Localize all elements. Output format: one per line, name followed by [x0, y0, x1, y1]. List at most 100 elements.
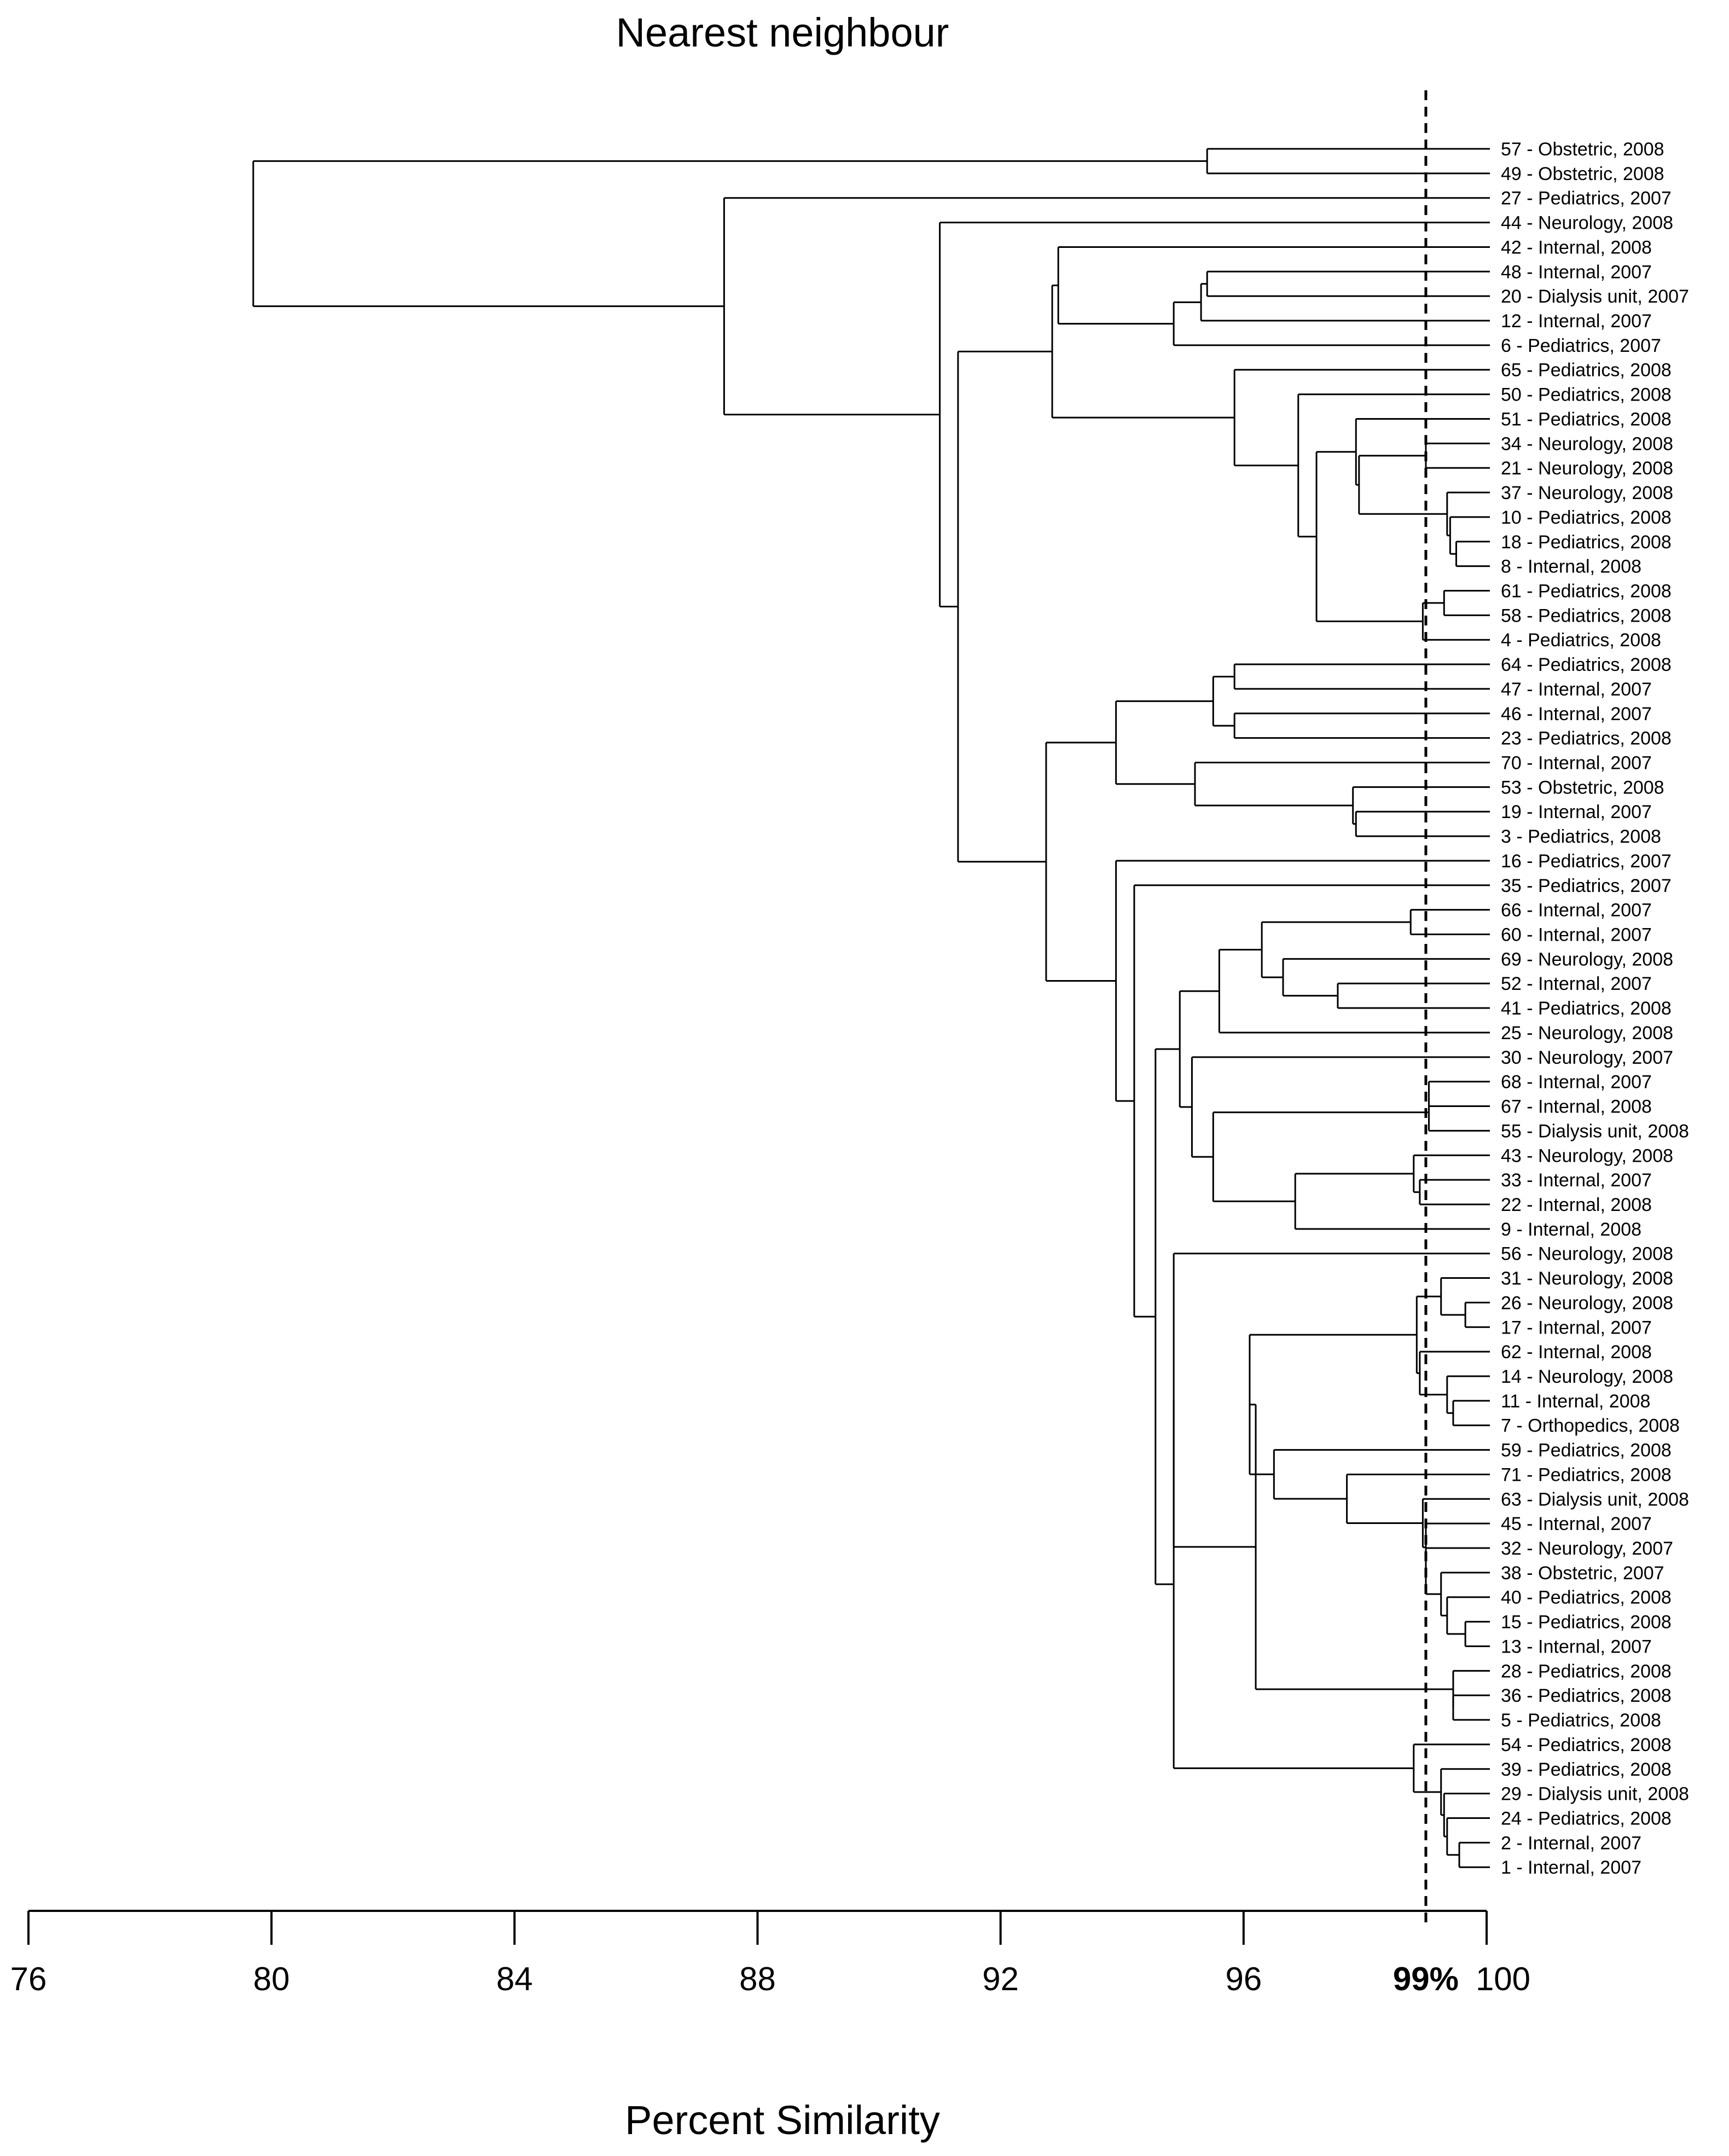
- leaf-label: 62 - Internal, 2008: [1501, 1342, 1652, 1363]
- leaf-label: 28 - Pediatrics, 2008: [1501, 1661, 1672, 1682]
- leaf-label: 59 - Pediatrics, 2008: [1501, 1440, 1672, 1461]
- leaf-label: 17 - Internal, 2007: [1501, 1317, 1652, 1338]
- merge-node: [1422, 602, 1490, 641]
- merge-node: [1464, 1621, 1490, 1647]
- leaf-label: 1 - Internal, 2007: [1501, 1857, 1641, 1878]
- leaf-label: 29 - Dialysis unit, 2008: [1501, 1784, 1689, 1805]
- leaf-label: 21 - Neurology, 2008: [1501, 458, 1673, 479]
- leaf-label: 49 - Obstetric, 2008: [1501, 164, 1664, 184]
- merge-node: [1337, 982, 1490, 1009]
- leaf-label: 51 - Pediatrics, 2008: [1501, 409, 1672, 430]
- leaf-label: 5 - Pediatrics, 2008: [1501, 1710, 1661, 1731]
- merge-node: [1425, 1547, 1490, 1595]
- leaf-label: 27 - Pediatrics, 2007: [1501, 188, 1672, 209]
- merge-node: [1233, 663, 1490, 690]
- leaf-label: 24 - Pediatrics, 2008: [1501, 1808, 1672, 1829]
- merge-node: [1446, 1596, 1490, 1635]
- leaf-label: 63 - Dialysis unit, 2008: [1501, 1489, 1689, 1510]
- leaf-label: 2 - Internal, 2007: [1501, 1833, 1641, 1853]
- merge-node: [1282, 958, 1490, 997]
- merge-node: [1419, 1179, 1490, 1205]
- chart-title: Nearest neighbour: [616, 10, 949, 55]
- leaf-label: 44 - Neurology, 2008: [1501, 213, 1673, 234]
- merge-node: [1443, 1793, 1490, 1838]
- merge-node: [1355, 418, 1490, 486]
- leaf-label: 41 - Pediatrics, 2008: [1501, 998, 1672, 1019]
- merge-node: [1154, 1048, 1180, 1585]
- merge-node: [1051, 285, 1235, 419]
- leaf-label: 38 - Obstetric, 2007: [1501, 1563, 1664, 1584]
- x-axis-label: Percent Similarity: [625, 2097, 940, 2143]
- leaf-label: 56 - Neurology, 2008: [1501, 1244, 1673, 1265]
- leaf-label: 43 - Neurology, 2008: [1501, 1145, 1673, 1166]
- leaf-label: 18 - Pediatrics, 2008: [1501, 532, 1672, 553]
- merge-node: [1443, 589, 1490, 616]
- merge-node: [1452, 1670, 1490, 1708]
- leaf-label: 61 - Pediatrics, 2008: [1501, 581, 1672, 601]
- leaf-label: 8 - Internal, 2008: [1501, 557, 1641, 577]
- merge-node: [1440, 1768, 1490, 1816]
- leaf-label: 32 - Neurology, 2007: [1501, 1538, 1673, 1559]
- leaf-label: 60 - Internal, 2007: [1501, 925, 1652, 946]
- merge-node: [1261, 921, 1411, 978]
- leaf-label: 7 - Orthopedics, 2008: [1501, 1416, 1680, 1436]
- merge-node: [1212, 1111, 1429, 1202]
- merge-node: [1212, 675, 1235, 727]
- leaf-label: 66 - Internal, 2007: [1501, 900, 1652, 921]
- leaf-label: 36 - Pediatrics, 2008: [1501, 1685, 1672, 1706]
- leaf-label: 4 - Pediatrics, 2008: [1501, 630, 1661, 651]
- leaf-label: 58 - Pediatrics, 2008: [1501, 605, 1672, 626]
- leaf-label: 22 - Internal, 2008: [1501, 1195, 1652, 1215]
- leaf-label: 10 - Pediatrics, 2008: [1501, 507, 1672, 528]
- x-tick-label: 96: [1225, 1961, 1262, 1997]
- leaf-labels: 57 - Obstetric, 2008 49 - Obstetric, 2008…: [1501, 139, 1689, 1878]
- merge-node: [1233, 369, 1490, 467]
- leaf-label: 70 - Internal, 2007: [1501, 753, 1652, 774]
- leaf-label: 50 - Pediatrics, 2008: [1501, 385, 1672, 405]
- merge-node: [1218, 949, 1490, 1034]
- leaf-label: 55 - Dialysis unit, 2008: [1501, 1121, 1689, 1141]
- leaf-label: 35 - Pediatrics, 2007: [1501, 876, 1672, 896]
- cutoff-label: 99%: [1393, 1961, 1459, 1997]
- merge-node: [1440, 1572, 1490, 1616]
- leaf-label: 23 - Pediatrics, 2008: [1501, 728, 1672, 749]
- merge-node: [1115, 700, 1214, 785]
- merge-node: [1194, 762, 1490, 807]
- leaf-label: 20 - Dialysis unit, 2007: [1501, 286, 1689, 307]
- leaf-label: 25 - Neurology, 2008: [1501, 1023, 1673, 1044]
- merge-node: [1294, 1173, 1490, 1230]
- leaf-label: 69 - Neurology, 2008: [1501, 949, 1673, 970]
- leaf-label: 14 - Neurology, 2008: [1501, 1366, 1673, 1387]
- merge-node: [1352, 786, 1490, 825]
- x-tick-label: 76: [10, 1961, 47, 1997]
- leaf-label: 13 - Internal, 2007: [1501, 1636, 1652, 1657]
- merge-node: [1419, 1351, 1490, 1396]
- merge-node: [252, 160, 1208, 308]
- leaf-label: 34 - Neurology, 2008: [1501, 433, 1673, 454]
- leaf-label: 45 - Internal, 2007: [1501, 1514, 1652, 1534]
- merge-node: [1355, 810, 1490, 837]
- x-tick-label: 88: [739, 1961, 776, 1997]
- leaf-label: 68 - Internal, 2007: [1501, 1072, 1652, 1093]
- x-tick-label: 84: [496, 1961, 533, 1997]
- merge-node: [1428, 1081, 1490, 1108]
- merge-node: [1045, 741, 1116, 982]
- merge-node: [1133, 884, 1490, 1318]
- leaf-label: 46 - Internal, 2007: [1501, 704, 1652, 725]
- merge-node: [1464, 1301, 1490, 1328]
- leaf-label: 31 - Neurology, 2008: [1501, 1268, 1673, 1289]
- leaf-label: 42 - Internal, 2008: [1501, 237, 1652, 258]
- leaf-label: 15 - Pediatrics, 2008: [1501, 1612, 1672, 1633]
- x-tick-label: 92: [982, 1961, 1019, 1997]
- leaf-label: 9 - Internal, 2008: [1501, 1219, 1641, 1240]
- leaf-label: 37 - Neurology, 2008: [1501, 483, 1673, 503]
- leaf-label: 48 - Internal, 2007: [1501, 262, 1652, 282]
- merge-node: [1425, 442, 1490, 469]
- merge-node: [1173, 1253, 1490, 1548]
- merge-node: [1173, 1400, 1414, 1769]
- merge-node: [1446, 1817, 1490, 1856]
- leaf-label: 6 - Pediatrics, 2007: [1501, 335, 1661, 356]
- merge-node: [1315, 451, 1423, 623]
- leaf-label: 11 - Internal, 2008: [1501, 1391, 1650, 1412]
